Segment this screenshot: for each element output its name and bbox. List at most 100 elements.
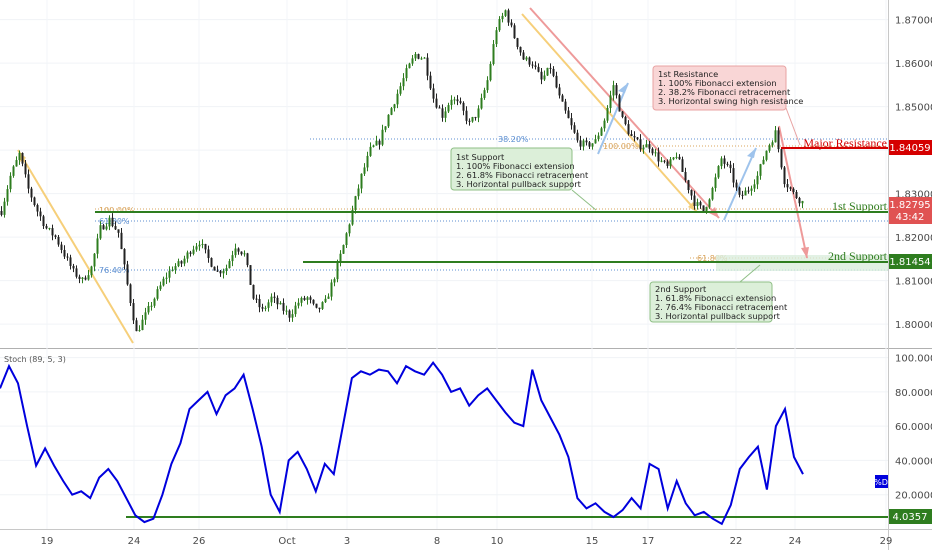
candle-body <box>762 159 765 165</box>
candle-body <box>516 38 519 47</box>
fib-labels: 100.00% 61.80% 76.40% 38.20% 100.00% 61.… <box>99 135 728 275</box>
candle-body <box>177 261 180 267</box>
candle-body <box>312 299 315 304</box>
candle-body <box>282 302 285 311</box>
price-tags: 1.84059 1.82795 43:42 1.81454 4.0357 %D <box>874 140 932 524</box>
candle-body <box>579 140 582 147</box>
candle-body <box>588 142 591 147</box>
candle-body <box>57 236 60 245</box>
candle-body <box>339 253 342 263</box>
candle-body <box>597 135 600 140</box>
candle-body <box>3 201 6 215</box>
candle-body <box>156 289 159 299</box>
candle-body <box>639 139 642 150</box>
stoch-y-tick-label: 100.0000 <box>895 354 932 365</box>
candle-body <box>795 192 798 198</box>
candle-body <box>642 147 645 150</box>
candle-body <box>138 330 141 332</box>
candle-body <box>12 166 15 176</box>
candle-body <box>591 143 594 147</box>
candle-body <box>330 282 333 297</box>
candle-body <box>186 252 189 259</box>
candle-body <box>615 85 618 96</box>
candle-body <box>471 117 474 122</box>
candle-body <box>270 296 273 303</box>
second-support-price-tag <box>889 254 932 269</box>
candle-body <box>528 57 531 65</box>
candle-body <box>672 157 675 160</box>
candle-body <box>333 279 336 283</box>
x-tick-label: 22 <box>730 536 743 547</box>
candle-body <box>657 152 660 162</box>
candle-body <box>654 152 657 154</box>
candle-body <box>252 284 255 299</box>
candle-body <box>783 167 786 185</box>
candle-body <box>648 144 651 149</box>
svg-text:100.00%: 100.00% <box>99 206 135 215</box>
svg-text:3. Horizontal pullback support: 3. Horizontal pullback support <box>456 179 582 189</box>
candle-body <box>336 262 339 280</box>
candle-body <box>756 175 759 185</box>
candle-body <box>738 187 741 195</box>
candle-body <box>102 225 105 230</box>
candle-body <box>582 140 585 147</box>
candle-body <box>603 120 606 129</box>
candle-body <box>381 129 384 145</box>
candle-body <box>543 75 546 80</box>
candle-body <box>573 125 576 133</box>
candle-body <box>264 307 267 309</box>
svg-text:61.80%: 61.80% <box>697 254 728 263</box>
candle-body <box>21 152 24 164</box>
svg-text:2. 76.4% Fibonacci retracement: 2. 76.4% Fibonacci retracement <box>655 302 788 312</box>
candle-body <box>708 199 711 207</box>
candle-body <box>105 226 108 230</box>
candle-body <box>558 87 561 96</box>
candle-body <box>531 64 534 66</box>
candle-body <box>153 298 156 306</box>
candle-body <box>24 163 27 175</box>
candle-body <box>357 188 360 197</box>
candle-body <box>666 161 669 166</box>
candle-body <box>0 210 3 215</box>
candle-body <box>462 102 465 111</box>
stoch-y-tick-label: 20.0000 <box>895 491 932 502</box>
candle-body <box>675 156 678 158</box>
candle-body <box>195 246 198 250</box>
candle-body <box>183 258 186 264</box>
candle-body <box>759 164 762 176</box>
candle-body <box>645 144 648 148</box>
candle-body <box>522 52 525 60</box>
candle-body <box>123 249 126 265</box>
candle-body <box>441 108 444 118</box>
y-tick-label: 1.80000 <box>895 320 932 331</box>
candle-body <box>108 217 111 227</box>
candle-body <box>189 252 192 254</box>
candle-body <box>114 226 117 230</box>
candle-body <box>741 194 744 196</box>
candle-body <box>240 251 243 255</box>
y-tick-label: 1.83000 <box>895 190 932 201</box>
resistance-price-tag <box>889 140 932 155</box>
candle-body <box>6 189 9 202</box>
candle-body <box>369 146 372 156</box>
candle-body <box>618 95 621 112</box>
stoch-pane <box>0 349 888 529</box>
candle-body <box>291 314 294 318</box>
candle-body <box>426 57 429 76</box>
first-support-label: 1st Support <box>832 199 888 213</box>
x-tick-label: 26 <box>193 536 206 547</box>
x-tick-label: 8 <box>434 536 440 547</box>
candle-body <box>54 235 57 237</box>
candle-body <box>483 90 486 98</box>
current-price-tag <box>889 197 932 224</box>
candle-body <box>165 277 168 279</box>
candle-body <box>447 105 450 112</box>
candle-body <box>60 244 63 250</box>
candle-body <box>261 307 264 309</box>
stoch-series-tag <box>875 475 888 488</box>
candle-body <box>321 302 324 309</box>
candle-body <box>120 232 123 250</box>
svg-text:1st Support: 1st Support <box>456 152 505 162</box>
candle-body <box>744 190 747 196</box>
